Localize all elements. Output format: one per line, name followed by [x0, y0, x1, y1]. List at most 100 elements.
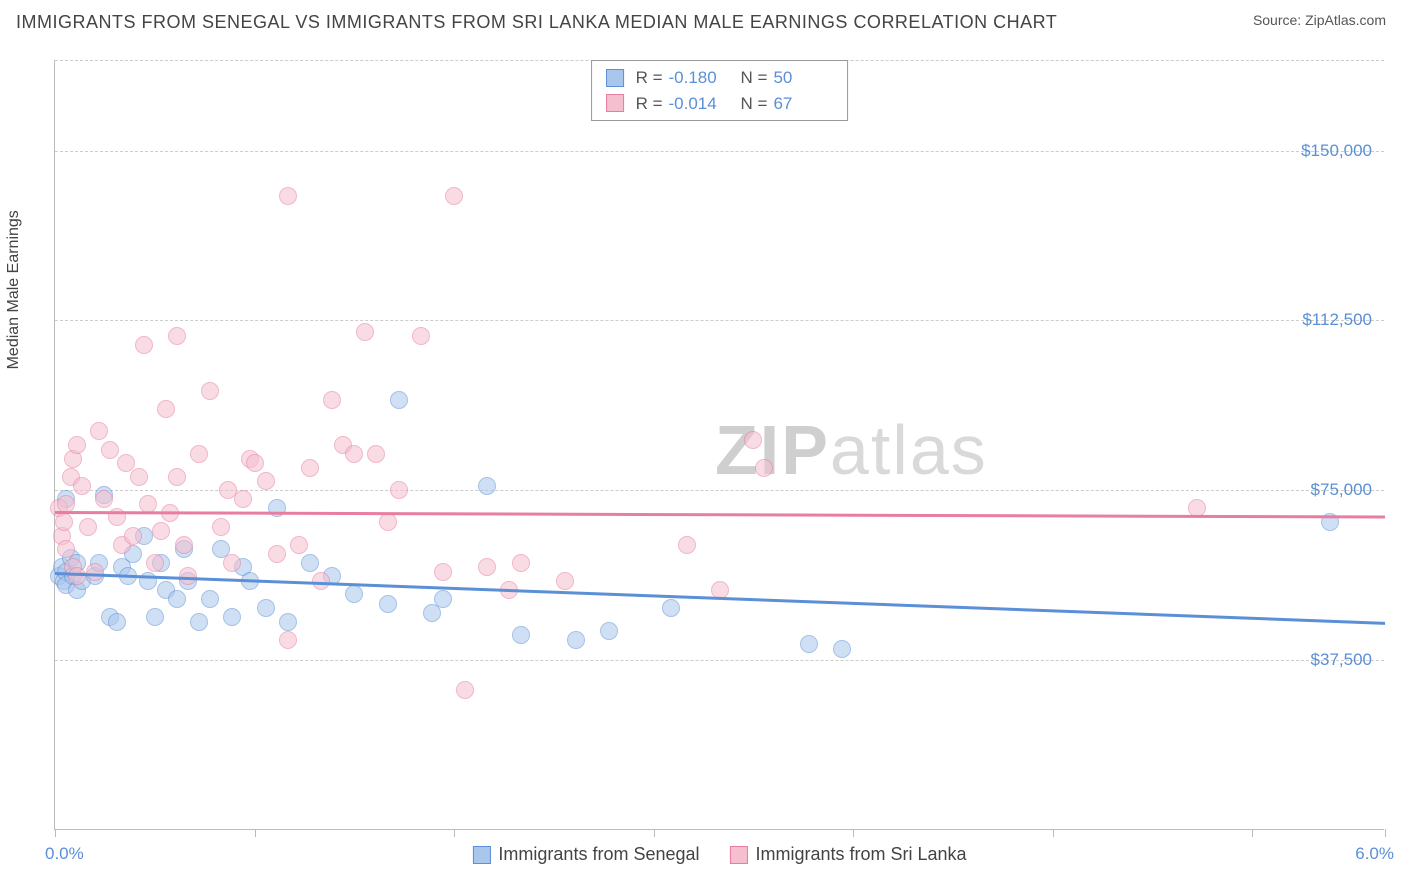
- y-tick-label: $112,500: [1302, 310, 1372, 330]
- gridline: [55, 151, 1384, 152]
- data-point: [146, 608, 164, 626]
- data-point: [390, 391, 408, 409]
- data-point: [257, 472, 275, 490]
- data-point: [744, 431, 762, 449]
- data-point: [323, 391, 341, 409]
- data-point: [556, 572, 574, 590]
- data-point: [90, 422, 108, 440]
- data-point: [201, 382, 219, 400]
- legend-stats-row-2: R = -0.014 N = 67: [606, 91, 834, 117]
- data-point: [345, 585, 363, 603]
- data-point: [379, 595, 397, 613]
- data-point: [212, 518, 230, 536]
- data-point: [139, 495, 157, 513]
- y-tick-label: $150,000: [1301, 141, 1372, 161]
- gridline: [55, 660, 1384, 661]
- data-point: [279, 613, 297, 631]
- data-point: [833, 640, 851, 658]
- data-point: [390, 481, 408, 499]
- x-tick: [853, 829, 854, 837]
- data-point: [434, 563, 452, 581]
- x-tick: [55, 829, 56, 837]
- data-point: [412, 327, 430, 345]
- data-point: [268, 545, 286, 563]
- data-point: [108, 613, 126, 631]
- swatch-srilanka: [606, 94, 624, 112]
- title-bar: IMMIGRANTS FROM SENEGAL VS IMMIGRANTS FR…: [0, 0, 1406, 41]
- data-point: [478, 477, 496, 495]
- data-point: [567, 631, 585, 649]
- data-point: [146, 554, 164, 572]
- data-point: [456, 681, 474, 699]
- x-tick: [454, 829, 455, 837]
- x-tick-label-left: 0.0%: [45, 844, 84, 864]
- data-point: [190, 445, 208, 463]
- legend-stats-row-1: R = -0.180 N = 50: [606, 65, 834, 91]
- data-point: [175, 536, 193, 554]
- data-point: [345, 445, 363, 463]
- data-point: [290, 536, 308, 554]
- swatch-senegal-bottom: [472, 846, 490, 864]
- y-tick-label: $75,000: [1311, 480, 1372, 500]
- data-point: [68, 436, 86, 454]
- data-point: [130, 468, 148, 486]
- trend-line: [55, 572, 1385, 624]
- watermark: ZIPatlas: [715, 410, 988, 490]
- source-label: Source: ZipAtlas.com: [1253, 12, 1386, 28]
- legend-item-srilanka: Immigrants from Sri Lanka: [730, 844, 967, 865]
- data-point: [157, 400, 175, 418]
- data-point: [168, 327, 186, 345]
- data-point: [512, 554, 530, 572]
- data-point: [135, 336, 153, 354]
- data-point: [279, 631, 297, 649]
- data-point: [190, 613, 208, 631]
- data-point: [201, 590, 219, 608]
- x-tick: [255, 829, 256, 837]
- data-point: [662, 599, 680, 617]
- legend-bottom: Immigrants from Senegal Immigrants from …: [472, 844, 966, 865]
- data-point: [268, 499, 286, 517]
- x-tick-label-right: 6.0%: [1355, 844, 1394, 864]
- x-tick: [1385, 829, 1386, 837]
- data-point: [279, 187, 297, 205]
- data-point: [168, 590, 186, 608]
- data-point: [223, 608, 241, 626]
- data-point: [86, 563, 104, 581]
- data-point: [95, 490, 113, 508]
- data-point: [434, 590, 452, 608]
- chart-title: IMMIGRANTS FROM SENEGAL VS IMMIGRANTS FR…: [16, 12, 1057, 33]
- data-point: [246, 454, 264, 472]
- data-point: [512, 626, 530, 644]
- data-point: [755, 459, 773, 477]
- gridline: [55, 320, 1384, 321]
- data-point: [257, 599, 275, 617]
- data-point: [68, 567, 86, 585]
- data-point: [101, 441, 119, 459]
- data-point: [800, 635, 818, 653]
- x-tick: [1252, 829, 1253, 837]
- data-point: [79, 518, 97, 536]
- data-point: [367, 445, 385, 463]
- swatch-senegal: [606, 69, 624, 87]
- x-tick: [654, 829, 655, 837]
- data-point: [234, 490, 252, 508]
- swatch-srilanka-bottom: [730, 846, 748, 864]
- data-point: [152, 522, 170, 540]
- data-point: [73, 477, 91, 495]
- trend-line: [55, 511, 1385, 518]
- data-point: [445, 187, 463, 205]
- data-point: [124, 527, 142, 545]
- data-point: [223, 554, 241, 572]
- data-point: [57, 540, 75, 558]
- data-point: [356, 323, 374, 341]
- y-tick-label: $37,500: [1311, 650, 1372, 670]
- x-tick: [1053, 829, 1054, 837]
- legend-stats-box: R = -0.180 N = 50 R = -0.014 N = 67: [591, 60, 849, 121]
- data-point: [55, 513, 73, 531]
- data-point: [600, 622, 618, 640]
- y-axis-label: Median Male Earnings: [5, 210, 23, 369]
- data-point: [168, 468, 186, 486]
- legend-item-senegal: Immigrants from Senegal: [472, 844, 699, 865]
- chart-plot-area: ZIPatlas R = -0.180 N = 50 R = -0.014 N …: [54, 60, 1384, 830]
- data-point: [301, 554, 319, 572]
